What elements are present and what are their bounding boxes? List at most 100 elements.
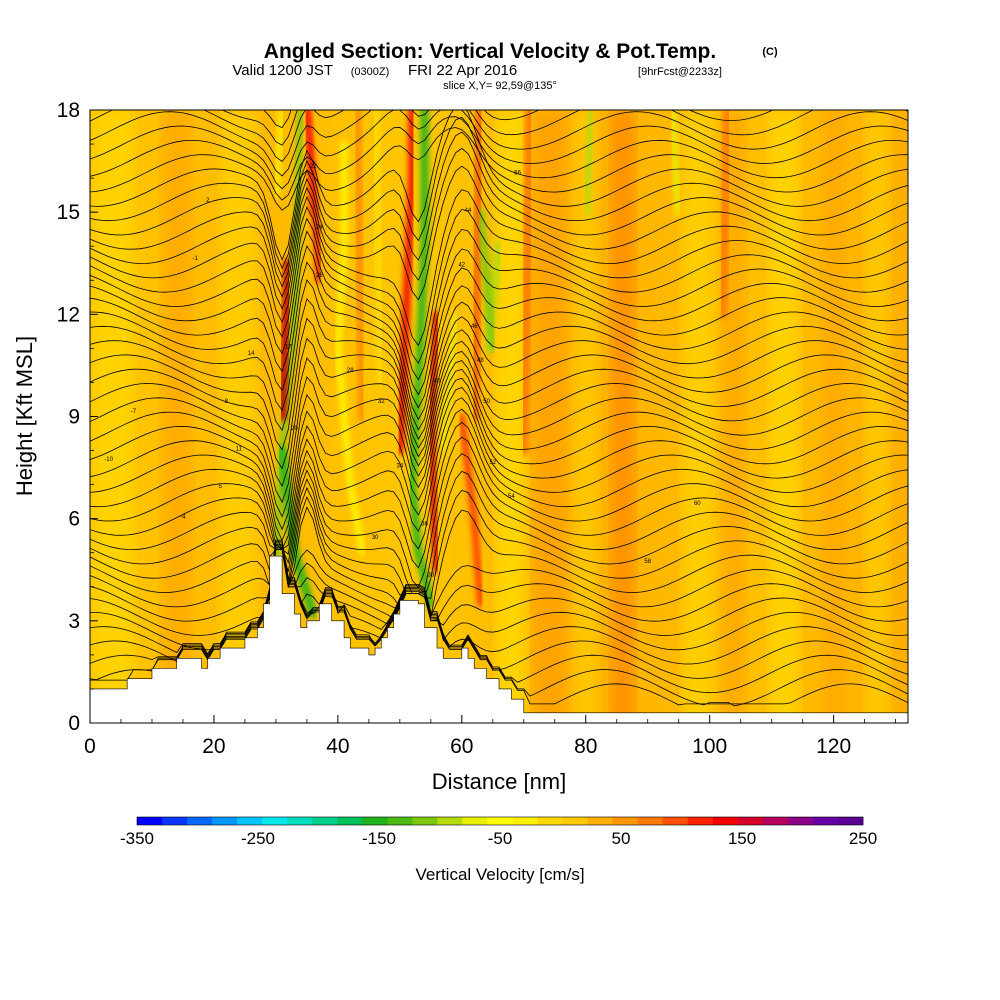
x-tick-label-20: 20 [202, 735, 225, 758]
colorbar-swatch-1 [162, 817, 188, 825]
contour-label-22: 44 [465, 208, 472, 214]
y-tick-label-9: 9 [68, 406, 80, 429]
velocity-streak-10 [717, 110, 734, 320]
contour-label-2: -4 [180, 515, 186, 521]
valid-prefix: Valid 1200 JST [232, 62, 333, 79]
contour-label-3: -1 [193, 256, 199, 262]
colorbar-swatch-25 [762, 817, 789, 825]
theta-contour-41 [90, 110, 908, 162]
theta-contour-16 [90, 397, 908, 551]
contour-label-13: 26 [316, 273, 323, 279]
valid-utc: (0300Z) [351, 66, 390, 78]
theta-contour-11 [90, 470, 908, 598]
theta-contour-32 [90, 165, 908, 301]
velocity-streak-6 [518, 110, 535, 456]
theta-contour-31 [90, 189, 908, 347]
slice-label: slice X,Y= 92,59@135° [443, 80, 557, 92]
colorbar-swatch-9 [362, 817, 388, 825]
theta-contour-10 [90, 489, 908, 599]
colorbar-swatch-15 [512, 817, 538, 825]
contour-label-18: 36 [421, 521, 428, 527]
contour-label-20: 40 [434, 378, 441, 384]
contour-label-10: 20 [291, 426, 298, 432]
theta-contour-12 [90, 453, 908, 594]
theta-contour-18 [90, 377, 908, 531]
contour-label-5: 5 [218, 484, 222, 490]
y-tick-label-15: 15 [57, 201, 80, 224]
colorbar-label: Vertical Velocity [cm/s] [415, 865, 584, 884]
velocity-core-0 [272, 110, 305, 567]
theta-contour-39 [90, 110, 908, 190]
terrain [90, 555, 908, 723]
velocity-streak-0 [271, 110, 287, 200]
theta-contour-5 [90, 539, 908, 651]
theta-contour-25 [90, 279, 908, 431]
colorbar-swatch-5 [262, 817, 288, 825]
contour-label-15: 30 [372, 535, 379, 541]
theta-contour-22 [90, 337, 908, 470]
contour-label-4: 2 [206, 198, 210, 204]
theta-contour-36 [90, 110, 908, 261]
theta-contour-37 [90, 127, 908, 211]
x-axis: 0 20 40 60 80 100 120 [84, 715, 897, 758]
contour-label-16: 32 [378, 399, 385, 405]
colorbar-tick-label-150: 150 [728, 829, 756, 848]
chart-title-unit: (C) [762, 46, 778, 58]
colorbar-swatch-4 [237, 817, 263, 825]
velocity-core-6 [408, 110, 435, 608]
theta-contour-23 [90, 317, 908, 451]
theta-contour-30 [90, 206, 908, 365]
contour-label-21: 42 [458, 263, 465, 269]
theta-contour-7 [90, 548, 908, 622]
x-tick-label-120: 120 [816, 735, 851, 758]
y-tick-label-18: 18 [57, 99, 80, 122]
contour-label-24: 48 [477, 358, 484, 364]
velocity-streak-3 [371, 110, 386, 387]
contour-label-12: 24 [316, 225, 323, 231]
x-tick-label-40: 40 [326, 735, 349, 758]
colorbar-swatch-7 [312, 817, 338, 825]
contour-label-30: 60 [694, 501, 701, 507]
colorbar-swatch-10 [387, 817, 413, 825]
valid-date: FRI 22 Apr 2016 [408, 62, 517, 79]
theta-contour-3 [90, 542, 908, 679]
theta-contour-15 [90, 408, 908, 550]
velocity-core-9 [476, 208, 497, 353]
theta-contour-14 [90, 421, 908, 569]
colorbar-tick-label-50: 50 [612, 829, 631, 848]
contour-label-9: 17 [285, 344, 292, 350]
colorbar-swatch-27 [812, 817, 839, 825]
theta-contour-6 [90, 548, 908, 636]
plot-area: -10-7-4-12581114172022242628303234363840… [90, 110, 908, 723]
velocity-core-8 [458, 413, 484, 607]
y-tick-label-6: 6 [68, 508, 80, 531]
colorbar-swatch-3 [212, 817, 238, 825]
colorbar-ticks: -350 -250 -150 -50 50 150 250 [120, 829, 877, 848]
theta-contour-34 [90, 131, 908, 279]
x-tick-label-0: 0 [84, 735, 96, 758]
colorbar-tick-label--50: -50 [488, 829, 513, 848]
velocity-band-9 [768, 110, 800, 723]
contour-label-14: 28 [347, 368, 354, 374]
contour-label-25: 50 [483, 399, 490, 405]
theta-contour-8 [90, 548, 908, 618]
colorbar-swatch-0 [137, 817, 163, 825]
colorbar-swatch-16 [537, 817, 563, 825]
contour-label-23: 46 [471, 324, 478, 330]
theta-contour-17 [90, 386, 908, 542]
theta-contour-1 [90, 545, 908, 707]
velocity-streak-9 [668, 110, 683, 217]
x-axis-label: Distance [nm] [432, 769, 567, 794]
velocity-band-6 [610, 110, 636, 723]
contour-label-27: 54 [508, 494, 515, 500]
colorbar-swatch-28 [837, 817, 864, 825]
colorbar [136, 816, 864, 826]
velocity-core-5 [395, 110, 417, 455]
colorbar-swatch-24 [737, 817, 764, 825]
velocity-band-10 [821, 110, 847, 723]
theta-contour-24 [90, 298, 908, 440]
theta-contour-20 [90, 360, 908, 504]
velocity-streak-4 [469, 110, 486, 422]
colorbar-swatch-6 [287, 817, 313, 825]
colorbar-swatch-2 [187, 817, 213, 825]
